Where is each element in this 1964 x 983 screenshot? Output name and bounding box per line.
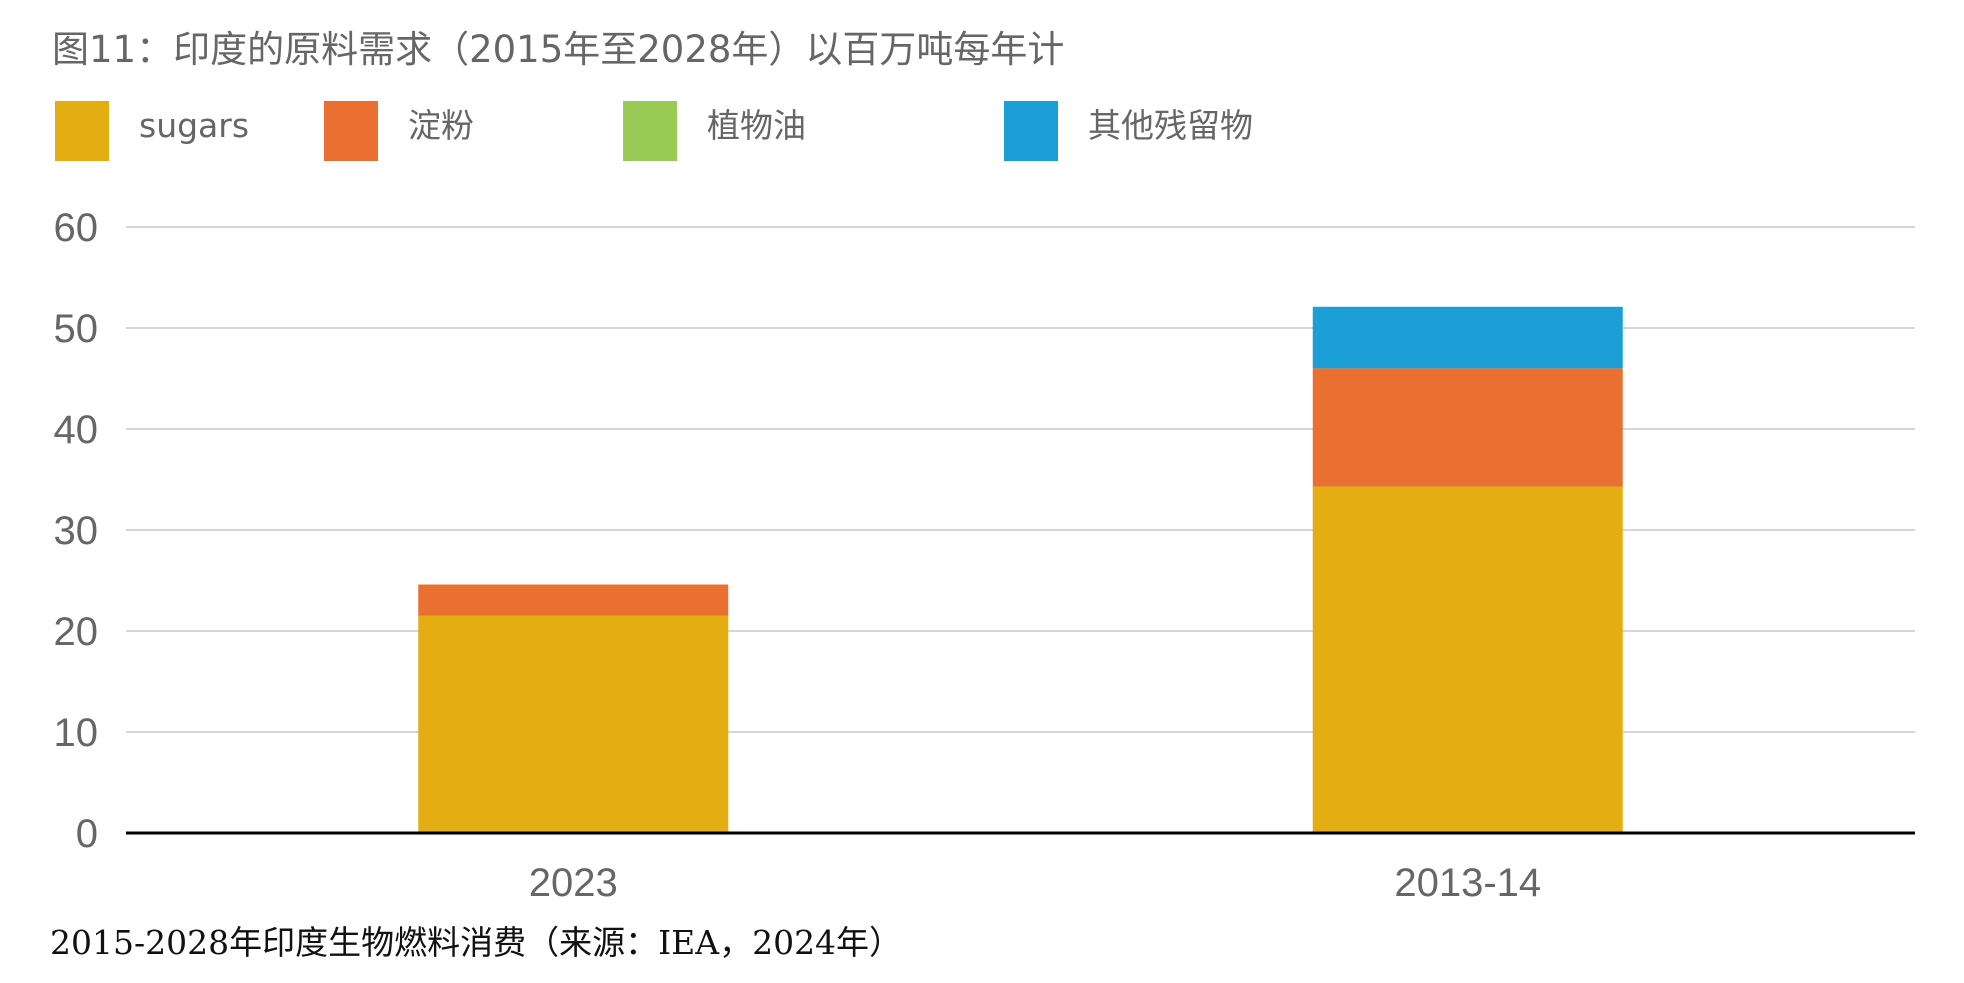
bars <box>418 306 1623 833</box>
y-tick-label-6: 60 <box>54 206 99 250</box>
x-tick-label-0: 2023 <box>529 861 618 905</box>
x-tick-label-1: 2013-14 <box>1394 861 1541 905</box>
y-tick-label-5: 50 <box>54 307 99 351</box>
chart-caption: 2015-2028年印度生物燃料消费（来源：IEA，2024年） <box>50 923 902 962</box>
legend-swatch-1 <box>324 101 378 161</box>
legend-label-3: 其他残留物 <box>1088 106 1253 145</box>
chart-title: 图11：印度的原料需求（2015年至2028年）以百万吨每年计 <box>52 28 1064 71</box>
legend-swatch-2 <box>623 101 677 161</box>
legend-label-2: 植物油 <box>707 106 806 145</box>
bar-1-3 <box>1312 306 1623 369</box>
legend: sugars 淀粉 植物油 其他残留物 <box>55 101 1253 161</box>
legend-swatch-0 <box>55 101 109 161</box>
bar-0-0 <box>418 615 729 833</box>
x-axis: 2023 2013-14 <box>529 861 1541 905</box>
y-axis: 0 10 20 30 40 50 60 <box>54 206 99 856</box>
legend-swatch-3 <box>1004 101 1058 161</box>
y-tick-label-0: 0 <box>76 812 98 856</box>
y-tick-label-1: 10 <box>54 711 99 755</box>
gridlines <box>126 226 1915 733</box>
legend-label-1: 淀粉 <box>408 106 474 145</box>
y-tick-label-4: 40 <box>54 408 99 452</box>
bar-1-0 <box>1312 486 1623 833</box>
bar-0-1 <box>418 584 729 616</box>
y-tick-label-2: 20 <box>54 610 99 654</box>
y-tick-label-3: 30 <box>54 509 99 553</box>
bar-1-1 <box>1312 368 1623 487</box>
legend-label-0: sugars <box>139 106 249 145</box>
